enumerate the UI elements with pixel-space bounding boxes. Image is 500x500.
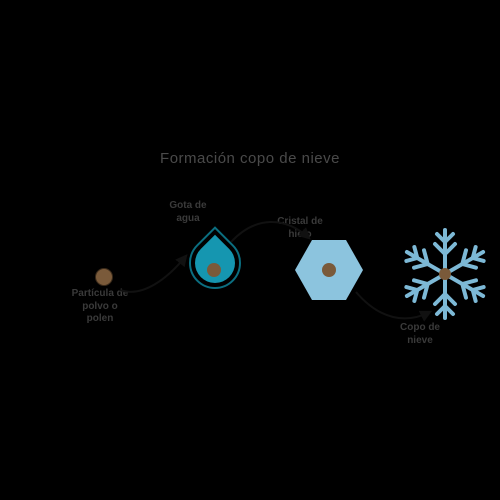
arrow-1-to-2-icon (108, 250, 198, 300)
diagram-stage: Formación copo de nieve Partícula de pol… (0, 0, 500, 500)
arrow-2-to-3-icon (225, 216, 315, 256)
diagram-title: Formación copo de nieve (0, 150, 500, 167)
stage2-label: Gota de agua (153, 200, 223, 225)
arrow-3-to-4-icon (350, 286, 440, 330)
